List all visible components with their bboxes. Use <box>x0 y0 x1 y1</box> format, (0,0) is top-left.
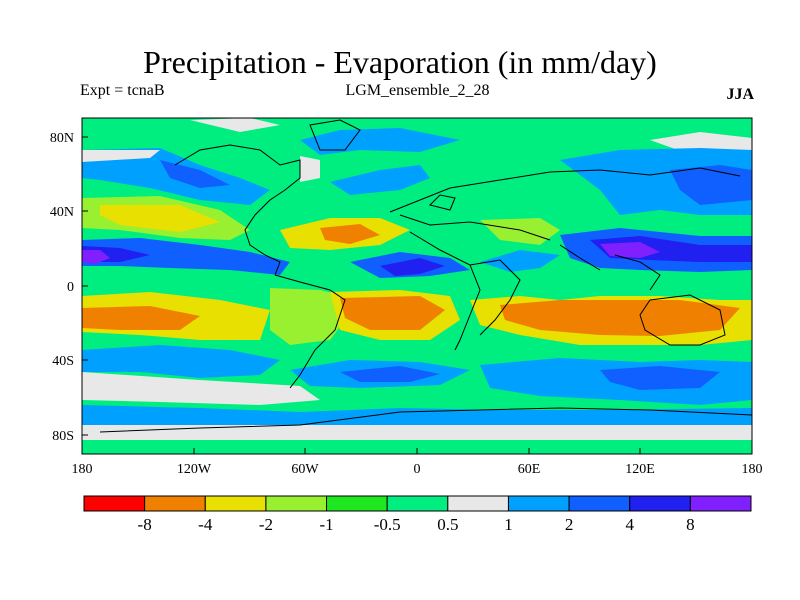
colorbar-box <box>568 495 631 512</box>
lat-tick: 0 <box>67 280 74 295</box>
field-map <box>82 118 752 454</box>
colorbar-label: -1 <box>319 515 333 534</box>
lon-tick: 60W <box>291 462 319 477</box>
lon-tick: 120E <box>625 462 655 477</box>
colorbar-box <box>629 495 691 512</box>
lat-tick: 40N <box>50 205 74 220</box>
colorbar-label: 4 <box>625 515 634 534</box>
lon-tick: 120W <box>177 462 212 477</box>
colorbar-label: -4 <box>198 515 213 534</box>
colorbar-box <box>144 495 206 512</box>
colorbar-labels: -8 -4 -2 -1 -0.5 0.5 1 2 4 8 <box>138 515 695 534</box>
experiment-label: Expt = tcnaB <box>80 82 165 99</box>
lon-tick: 180 <box>742 462 763 477</box>
lat-tick: 80S <box>52 429 74 444</box>
lat-tick: 40S <box>52 354 74 369</box>
colorbar-label: 0.5 <box>437 515 458 534</box>
colorbar-box <box>83 495 146 512</box>
colorbar-box <box>386 495 449 512</box>
colorbar-label: -0.5 <box>374 515 401 534</box>
lat-tick: 80N <box>50 131 74 146</box>
colorbar-label: -2 <box>259 515 273 534</box>
colorbar-box <box>265 495 328 512</box>
lon-tick: 0 <box>414 462 421 477</box>
colorbar-label: 1 <box>504 515 513 534</box>
colorbar <box>83 495 752 512</box>
colorbar-label: 2 <box>565 515 574 534</box>
colorbar-box <box>326 495 388 512</box>
tick-marks <box>81 136 753 454</box>
lon-tick: 180 <box>72 462 93 477</box>
colorbar-box <box>689 495 752 512</box>
season-label: JJA <box>726 86 754 103</box>
colorbar-label: 8 <box>686 515 695 534</box>
ensemble-label: LGM_ensemble_2_28 <box>345 82 490 99</box>
coastlines <box>99 119 752 433</box>
colorbar-label: -8 <box>138 515 152 534</box>
lon-tick: 60E <box>518 462 541 477</box>
plot-title: Precipitation - Evaporation (in mm/day) <box>143 44 657 80</box>
colorbar-box <box>204 495 267 512</box>
colorbar-box <box>507 495 570 512</box>
colorbar-box <box>447 495 509 512</box>
